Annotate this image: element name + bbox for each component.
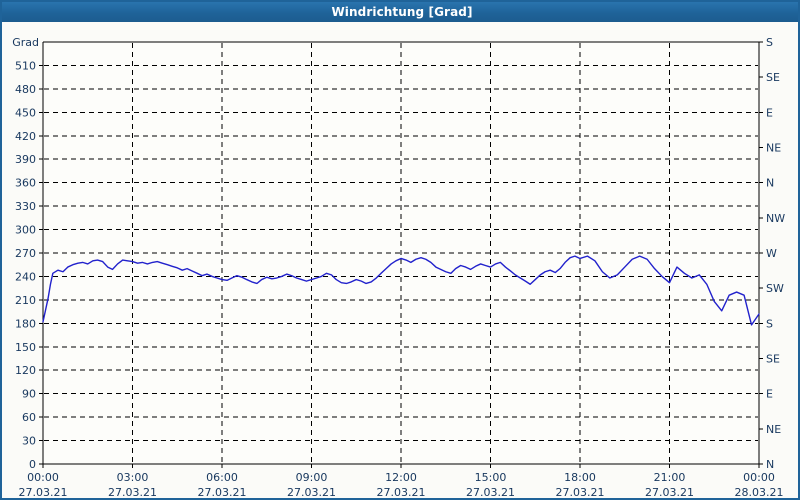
y-axis-tick-label: 330 xyxy=(15,200,36,213)
y-axis-tick-label: 390 xyxy=(15,153,36,166)
y-axis-tick-label: 210 xyxy=(15,294,36,307)
y-axis-unit-label: Grad xyxy=(12,36,39,49)
y-axis-tick-label: 180 xyxy=(15,317,36,330)
right-axis-tick-label: E xyxy=(766,106,773,119)
x-axis-date-label: 27.03.21 xyxy=(108,486,157,498)
x-axis-date-label: 27.03.21 xyxy=(556,486,605,498)
x-axis-time-label: 12:00 xyxy=(385,471,417,484)
y-axis-tick-label: 240 xyxy=(15,270,36,283)
right-axis-tick-label: N xyxy=(766,458,774,471)
x-axis-time-label: 03:00 xyxy=(117,471,149,484)
right-axis-tick-label: NW xyxy=(766,212,785,225)
right-axis-tick-label: SW xyxy=(766,282,784,295)
right-axis-tick-label: SE xyxy=(766,353,780,366)
x-axis-time-label: 09:00 xyxy=(296,471,328,484)
right-axis-labels: N NE E SE S SW W NW N NE E SE S xyxy=(766,36,785,471)
right-axis-tick-label: W xyxy=(766,247,777,260)
y-axis-tick-label: 420 xyxy=(15,130,36,143)
y-axis-tick-label: 300 xyxy=(15,224,36,237)
x-axis-date-label: 27.03.21 xyxy=(198,486,247,498)
left-axis-ticks xyxy=(39,64,43,465)
right-axis-tick-label: E xyxy=(766,388,773,401)
x-axis-time-label: 06:00 xyxy=(206,471,238,484)
right-axis-tick-label: NE xyxy=(766,142,781,155)
right-axis-tick-label: NE xyxy=(766,423,781,436)
x-axis-date-label: 28.03.21 xyxy=(735,486,784,498)
y-axis-tick-label: 30 xyxy=(22,435,36,448)
wind-direction-line-chart: 0 30 60 90 120 150 180 210 240 270 300 330 360 390 420… xyxy=(12,36,785,498)
x-axis-date-label: 27.03.21 xyxy=(377,486,426,498)
chart-plot-area: 0 30 60 90 120 150 180 210 240 270 300 330 360 390 420… xyxy=(2,22,798,498)
right-axis-tick-label: N xyxy=(766,177,774,190)
x-axis-time-label: 00:00 xyxy=(27,471,59,484)
y-axis-tick-label: 120 xyxy=(15,364,36,377)
window-title: Windrichtung [Grad] xyxy=(331,5,473,19)
y-axis-tick-label: 270 xyxy=(15,247,36,260)
y-axis-tick-label: 510 xyxy=(15,59,36,72)
x-axis-date-label: 27.03.21 xyxy=(645,486,694,498)
right-axis-ticks xyxy=(759,41,763,465)
x-axis-date-label: 27.03.21 xyxy=(287,486,336,498)
y-axis-tick-label: 450 xyxy=(15,106,36,119)
x-axis-time-label: 21:00 xyxy=(654,471,686,484)
y-axis-tick-label: 0 xyxy=(29,458,36,471)
y-axis-tick-label: 90 xyxy=(22,388,36,401)
x-axis-time-label: 18:00 xyxy=(564,471,596,484)
y-axis-tick-label: 360 xyxy=(15,177,36,190)
horizontal-gridlines xyxy=(44,64,758,442)
left-axis-labels: 0 30 60 90 120 150 180 210 240 270 300 330 360 390 420… xyxy=(15,59,36,471)
bottom-axis-ticks xyxy=(42,464,760,468)
x-axis-date-label: 27.03.21 xyxy=(19,486,68,498)
vertical-gridlines xyxy=(132,43,670,463)
right-axis-tick-label: S xyxy=(766,317,773,330)
x-axis-time-label: 00:00 xyxy=(743,471,775,484)
window-titlebar: Windrichtung [Grad] xyxy=(2,2,798,22)
y-axis-tick-label: 480 xyxy=(15,83,36,96)
wind-direction-series-line xyxy=(42,255,760,326)
y-axis-tick-label: 150 xyxy=(15,341,36,354)
bottom-axis-labels: 00:00 27.03.21 03:00 27.03.21 06:00 27.03.21 0… xyxy=(19,471,784,498)
right-axis-tick-label: S xyxy=(766,36,773,49)
x-axis-time-label: 15:00 xyxy=(475,471,507,484)
x-axis-date-label: 27.03.21 xyxy=(466,486,515,498)
y-axis-tick-label: 60 xyxy=(22,411,36,424)
right-axis-tick-label: SE xyxy=(766,71,780,84)
